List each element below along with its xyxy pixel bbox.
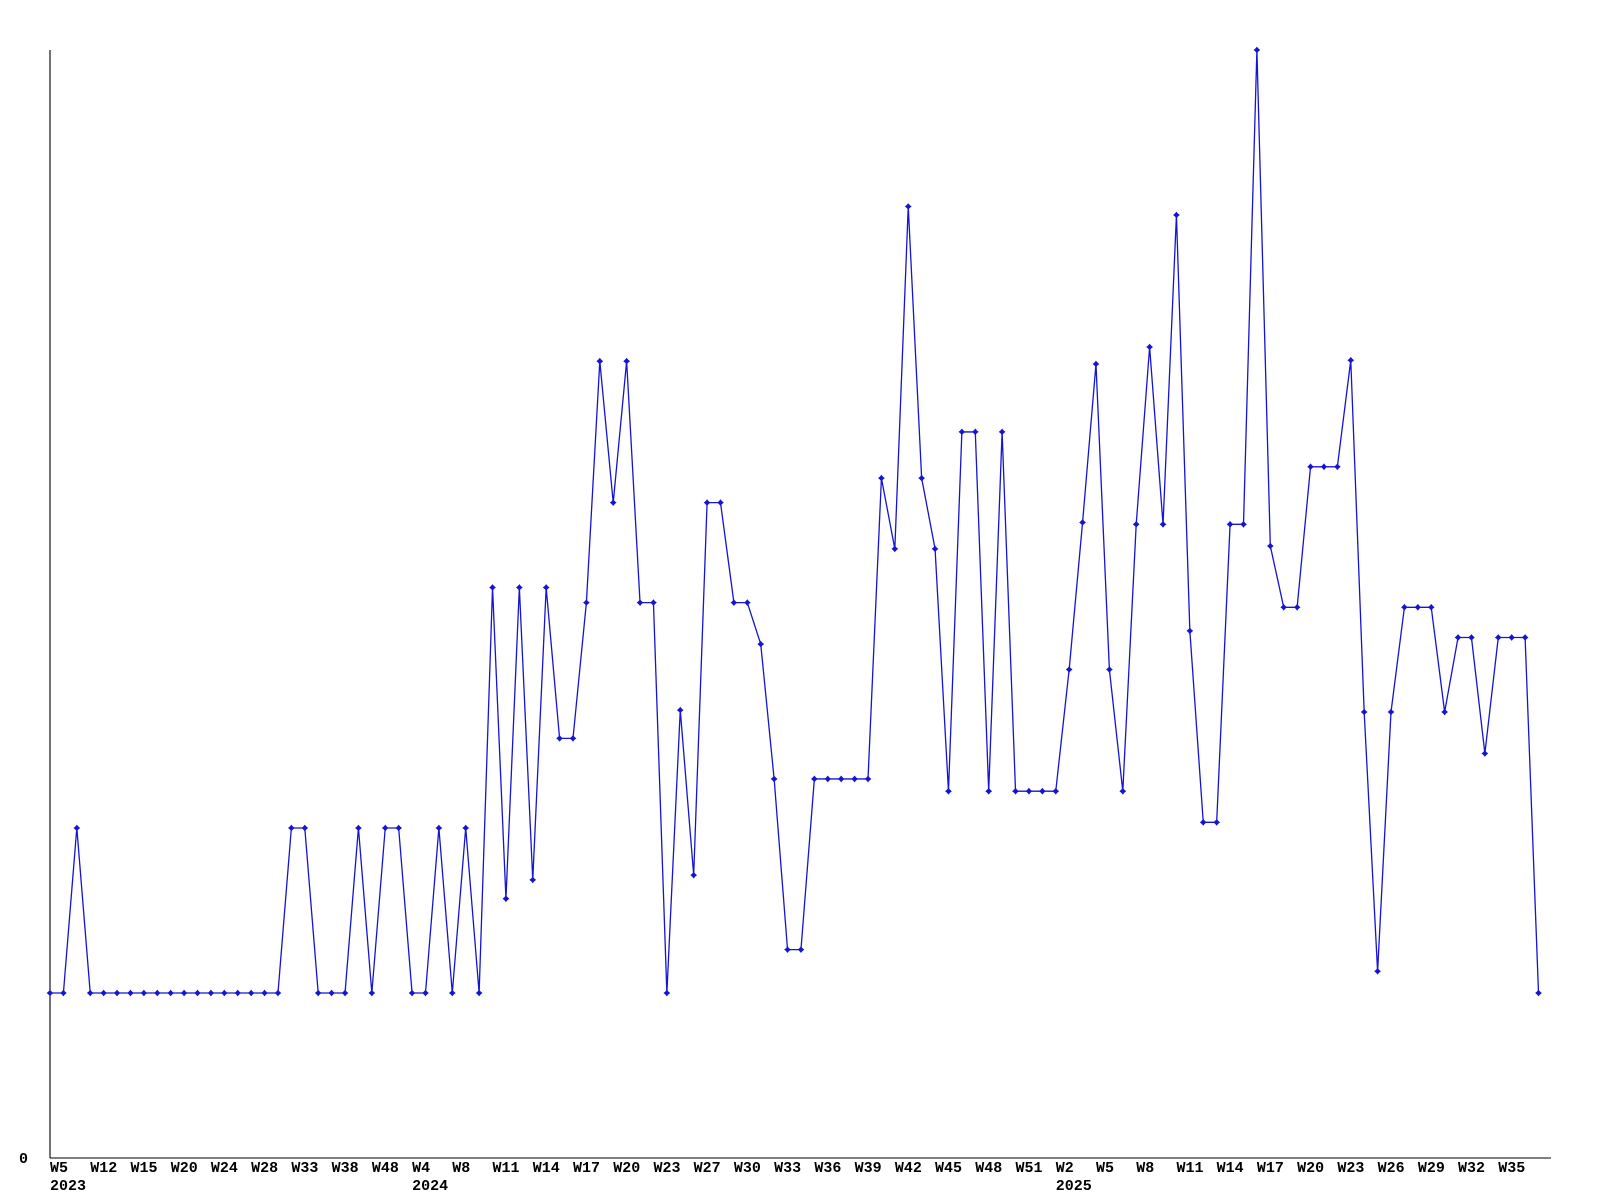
- svg-text:W39: W39: [855, 1160, 882, 1177]
- svg-text:W20: W20: [613, 1160, 640, 1177]
- svg-text:W38: W38: [332, 1160, 359, 1177]
- svg-text:W2: W2: [1056, 1160, 1074, 1177]
- svg-text:2025: 2025: [1056, 1178, 1092, 1195]
- svg-text:W8: W8: [452, 1160, 470, 1177]
- svg-text:W14: W14: [533, 1160, 560, 1177]
- svg-text:W20: W20: [171, 1160, 198, 1177]
- svg-text:W20: W20: [1297, 1160, 1324, 1177]
- svg-text:W29: W29: [1418, 1160, 1445, 1177]
- svg-text:W12: W12: [90, 1160, 117, 1177]
- svg-text:W11: W11: [1176, 1160, 1203, 1177]
- svg-text:W33: W33: [774, 1160, 801, 1177]
- svg-text:W33: W33: [291, 1160, 318, 1177]
- svg-text:W23: W23: [653, 1160, 680, 1177]
- svg-text:W24: W24: [211, 1160, 238, 1177]
- svg-text:W4: W4: [412, 1160, 430, 1177]
- svg-text:W48: W48: [372, 1160, 399, 1177]
- svg-text:W27: W27: [694, 1160, 721, 1177]
- svg-text:W36: W36: [814, 1160, 841, 1177]
- svg-text:W17: W17: [573, 1160, 600, 1177]
- svg-text:W32: W32: [1458, 1160, 1485, 1177]
- svg-text:W8: W8: [1136, 1160, 1154, 1177]
- svg-text:W5: W5: [1096, 1160, 1114, 1177]
- svg-text:W26: W26: [1378, 1160, 1405, 1177]
- svg-text:W35: W35: [1498, 1160, 1525, 1177]
- svg-text:W28: W28: [251, 1160, 278, 1177]
- svg-text:W48: W48: [975, 1160, 1002, 1177]
- svg-text:W23: W23: [1337, 1160, 1364, 1177]
- svg-text:0: 0: [19, 1151, 28, 1168]
- svg-text:W15: W15: [130, 1160, 157, 1177]
- svg-text:W30: W30: [734, 1160, 761, 1177]
- svg-text:W5: W5: [50, 1160, 68, 1177]
- svg-text:W14: W14: [1217, 1160, 1244, 1177]
- svg-text:W42: W42: [895, 1160, 922, 1177]
- svg-text:W11: W11: [493, 1160, 520, 1177]
- svg-text:W17: W17: [1257, 1160, 1284, 1177]
- svg-text:W45: W45: [935, 1160, 962, 1177]
- svg-text:W51: W51: [1016, 1160, 1043, 1177]
- svg-text:2023: 2023: [50, 1178, 86, 1195]
- svg-text:2024: 2024: [412, 1178, 448, 1195]
